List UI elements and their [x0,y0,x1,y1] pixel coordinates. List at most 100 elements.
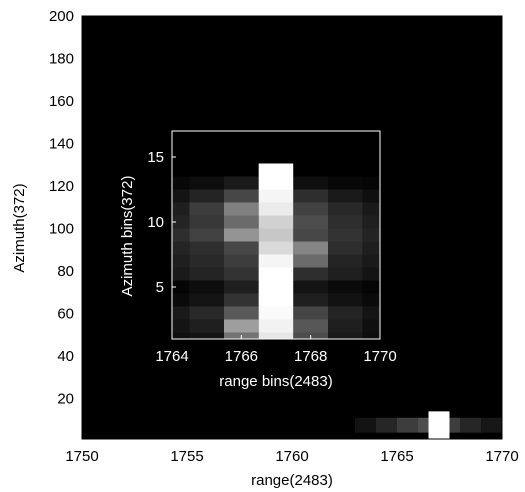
inset-heatmap-cell [258,202,294,216]
inset-heatmap-cell [362,137,380,151]
inset-heatmap-cell [172,163,190,177]
inset-heatmap-cell [224,137,259,151]
main-x-tick-label: 1760 [275,448,308,465]
inset-heatmap-cell [328,267,363,281]
main-y-tick-label: 100 [49,221,74,238]
inset-heatmap-cell [258,215,294,229]
inset-heatmap-cell [293,176,328,190]
main-plot-border [81,15,503,440]
inset-heatmap-cell [258,163,294,177]
inset-heatmap-cell [224,241,259,255]
inset-heatmap-cell [224,254,259,268]
inset-heatmap-cell [189,280,224,294]
inset-heatmap-cell [258,267,294,281]
main-y-ticks: 20 40 60 80 100 120 140 160 180 200 [49,8,86,408]
inset-heatmap-cell [328,254,363,268]
inset-x-tick-label: 1770 [363,348,396,365]
inset-heatmap-cell [293,137,328,151]
inset-heatmap-cell [172,254,190,268]
inset-heatmap-cell [172,137,190,151]
inset-heatmap-cell [172,241,190,255]
inset-heatmap-cell [258,319,294,333]
inset-heatmap-cell [172,293,190,307]
inset-heatmap-cell [293,189,328,203]
inset-heatmap-cell [172,202,190,216]
inset-heatmap-cell [293,202,328,216]
main-sidelobe-cell [376,417,397,433]
inset-heatmap-cell [328,241,363,255]
inset-heatmap-cell [224,163,259,177]
main-x-tick-label: 1755 [170,448,203,465]
inset-heatmap-cell [189,319,224,333]
main-y-tick-label: 40 [57,348,74,365]
main-y-axis-label: Azimuth(372) [11,183,28,272]
inset-heatmap-cell [328,163,363,177]
inset-heatmap-cell [293,254,328,268]
main-sidelobe-cell [397,417,418,433]
inset-y-tick-label: 10 [147,214,164,231]
inset-heatmap-cell [328,176,363,190]
inset-heatmap-cell [362,319,380,333]
inset-heatmap-cell [293,306,328,320]
inset-y-tick-label: 15 [147,149,164,166]
inset-heatmap-cell [362,215,380,229]
inset-y-ticks: 5 10 15 [147,149,176,296]
main-target-streak [355,411,502,439]
inset-heatmap-cell [328,202,363,216]
main-y-tick-label: 160 [49,93,74,110]
inset-x-tick-label: 1768 [294,348,327,365]
main-x-tick-label: 1765 [380,448,413,465]
inset-heatmap-cell [293,267,328,281]
inset-heatmap-cell [224,150,259,164]
inset-heatmap-cell [224,189,259,203]
inset-heatmap-cell [258,241,294,255]
main-y-tick-label: 20 [57,391,74,408]
inset-heatmap-cell [258,254,294,268]
inset-heatmap-cell [293,163,328,177]
inset-y-axis-label: Azimuth bins(372) [119,176,136,297]
inset-heatmap-cell [293,228,328,242]
inset-heatmap-cell [224,280,259,294]
inset-heatmap-cell [362,228,380,242]
inset-heatmap-cell [224,176,259,190]
inset-heatmap-cell [258,150,294,164]
inset-heatmap-cell [189,254,224,268]
inset-heatmap-cell [328,293,363,307]
inset-heatmap-cell [328,306,363,320]
main-sidelobe-cell [481,417,502,433]
inset-heatmap-cell [224,215,259,229]
inset-heatmap-cell [172,215,190,229]
inset-heatmap-cell [362,150,380,164]
inset-heatmap-cell [328,332,363,339]
inset-heatmap-cell [189,150,224,164]
inset-heatmap-cell [189,228,224,242]
main-y-tick-label: 80 [57,263,74,280]
inset-heatmap-cell [293,293,328,307]
inset-heatmap-cell [328,280,363,294]
main-x-tick-label: 1770 [485,448,518,465]
inset-heatmap-cell [328,189,363,203]
inset-heatmap-cell [189,267,224,281]
inset-heatmap-cell [189,215,224,229]
inset-heatmap-cell [362,306,380,320]
inset-heatmap-cell [172,306,190,320]
inset-heatmap-cell [189,163,224,177]
inset-x-ticks: 1764 1766 1768 1770 [155,335,397,365]
inset-heatmap-cell [172,150,190,164]
main-plot: 1750 1755 1760 1765 1770 20 40 60 80 100 120 140 16… [11,8,519,489]
inset-heatmap-cell [224,319,259,333]
inset-heatmap-cell [362,202,380,216]
main-y-tick-label: 60 [57,306,74,323]
inset-heatmap-cell [362,280,380,294]
inset-heatmap-cell [293,150,328,164]
inset-heatmap-cell [293,280,328,294]
inset-heatmap-cell [258,306,294,320]
main-y-tick-label: 120 [49,178,74,195]
inset-heatmap-cell [189,306,224,320]
inset-heatmap-cell [328,137,363,151]
inset-x-tick-label: 1764 [155,348,188,365]
inset-heatmap-cell [362,189,380,203]
inset-heatmap-cell [172,332,190,339]
